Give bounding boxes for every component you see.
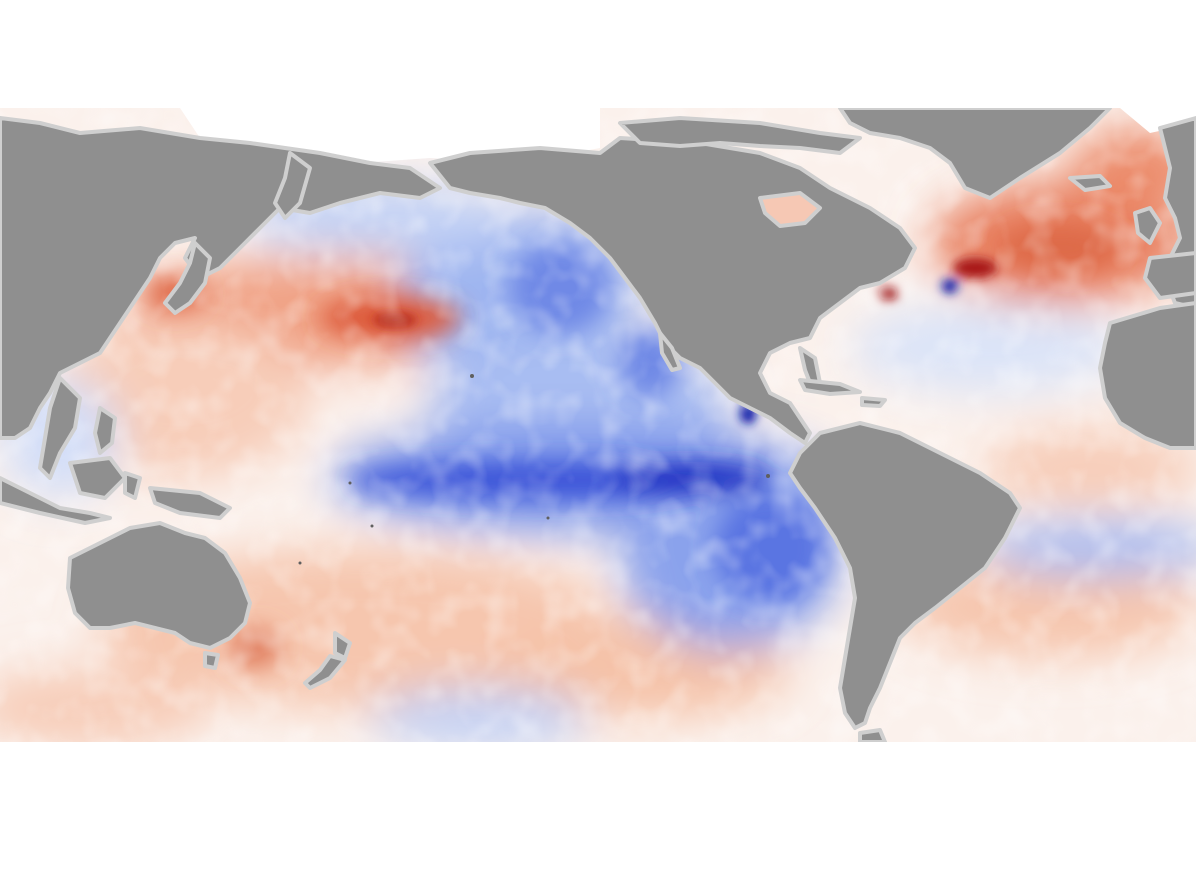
sulawesi (123, 471, 142, 500)
baja-california (658, 331, 682, 372)
antarctic-peninsula-tip (858, 728, 887, 742)
new-zealand-south (303, 654, 347, 690)
australia-landmass (66, 521, 252, 650)
indochina-peninsula (38, 376, 82, 480)
map-canvas (0, 108, 1196, 742)
island-speck (298, 561, 302, 565)
hudson-bay-water (758, 191, 822, 228)
british-isles (1133, 206, 1162, 245)
new-guinea (148, 486, 232, 520)
tasmania-island (203, 651, 220, 670)
hispaniola-island (860, 396, 887, 408)
galapagos-island (766, 474, 770, 478)
landmasses (0, 108, 1196, 742)
sst-anomaly-map (0, 108, 1196, 742)
south-america-landmass (788, 421, 1022, 730)
iberia-peninsula (1143, 251, 1196, 300)
island-speck (370, 524, 374, 528)
philippines (93, 406, 117, 455)
island-speck (546, 516, 550, 520)
island-speck (348, 481, 352, 485)
indonesia-borneo (68, 456, 127, 500)
africa-landmass (1098, 301, 1196, 450)
kamchatka-peninsula (273, 151, 312, 220)
hawaii-island (470, 374, 474, 378)
cuba-island (798, 378, 862, 396)
iceland-island (1068, 174, 1112, 192)
arctic-islands-canada (618, 116, 862, 155)
greenland-landmass (838, 108, 1112, 200)
indonesia-sumatra-java (0, 476, 112, 525)
pacific-islands (298, 374, 770, 565)
japan-islands (163, 241, 212, 315)
